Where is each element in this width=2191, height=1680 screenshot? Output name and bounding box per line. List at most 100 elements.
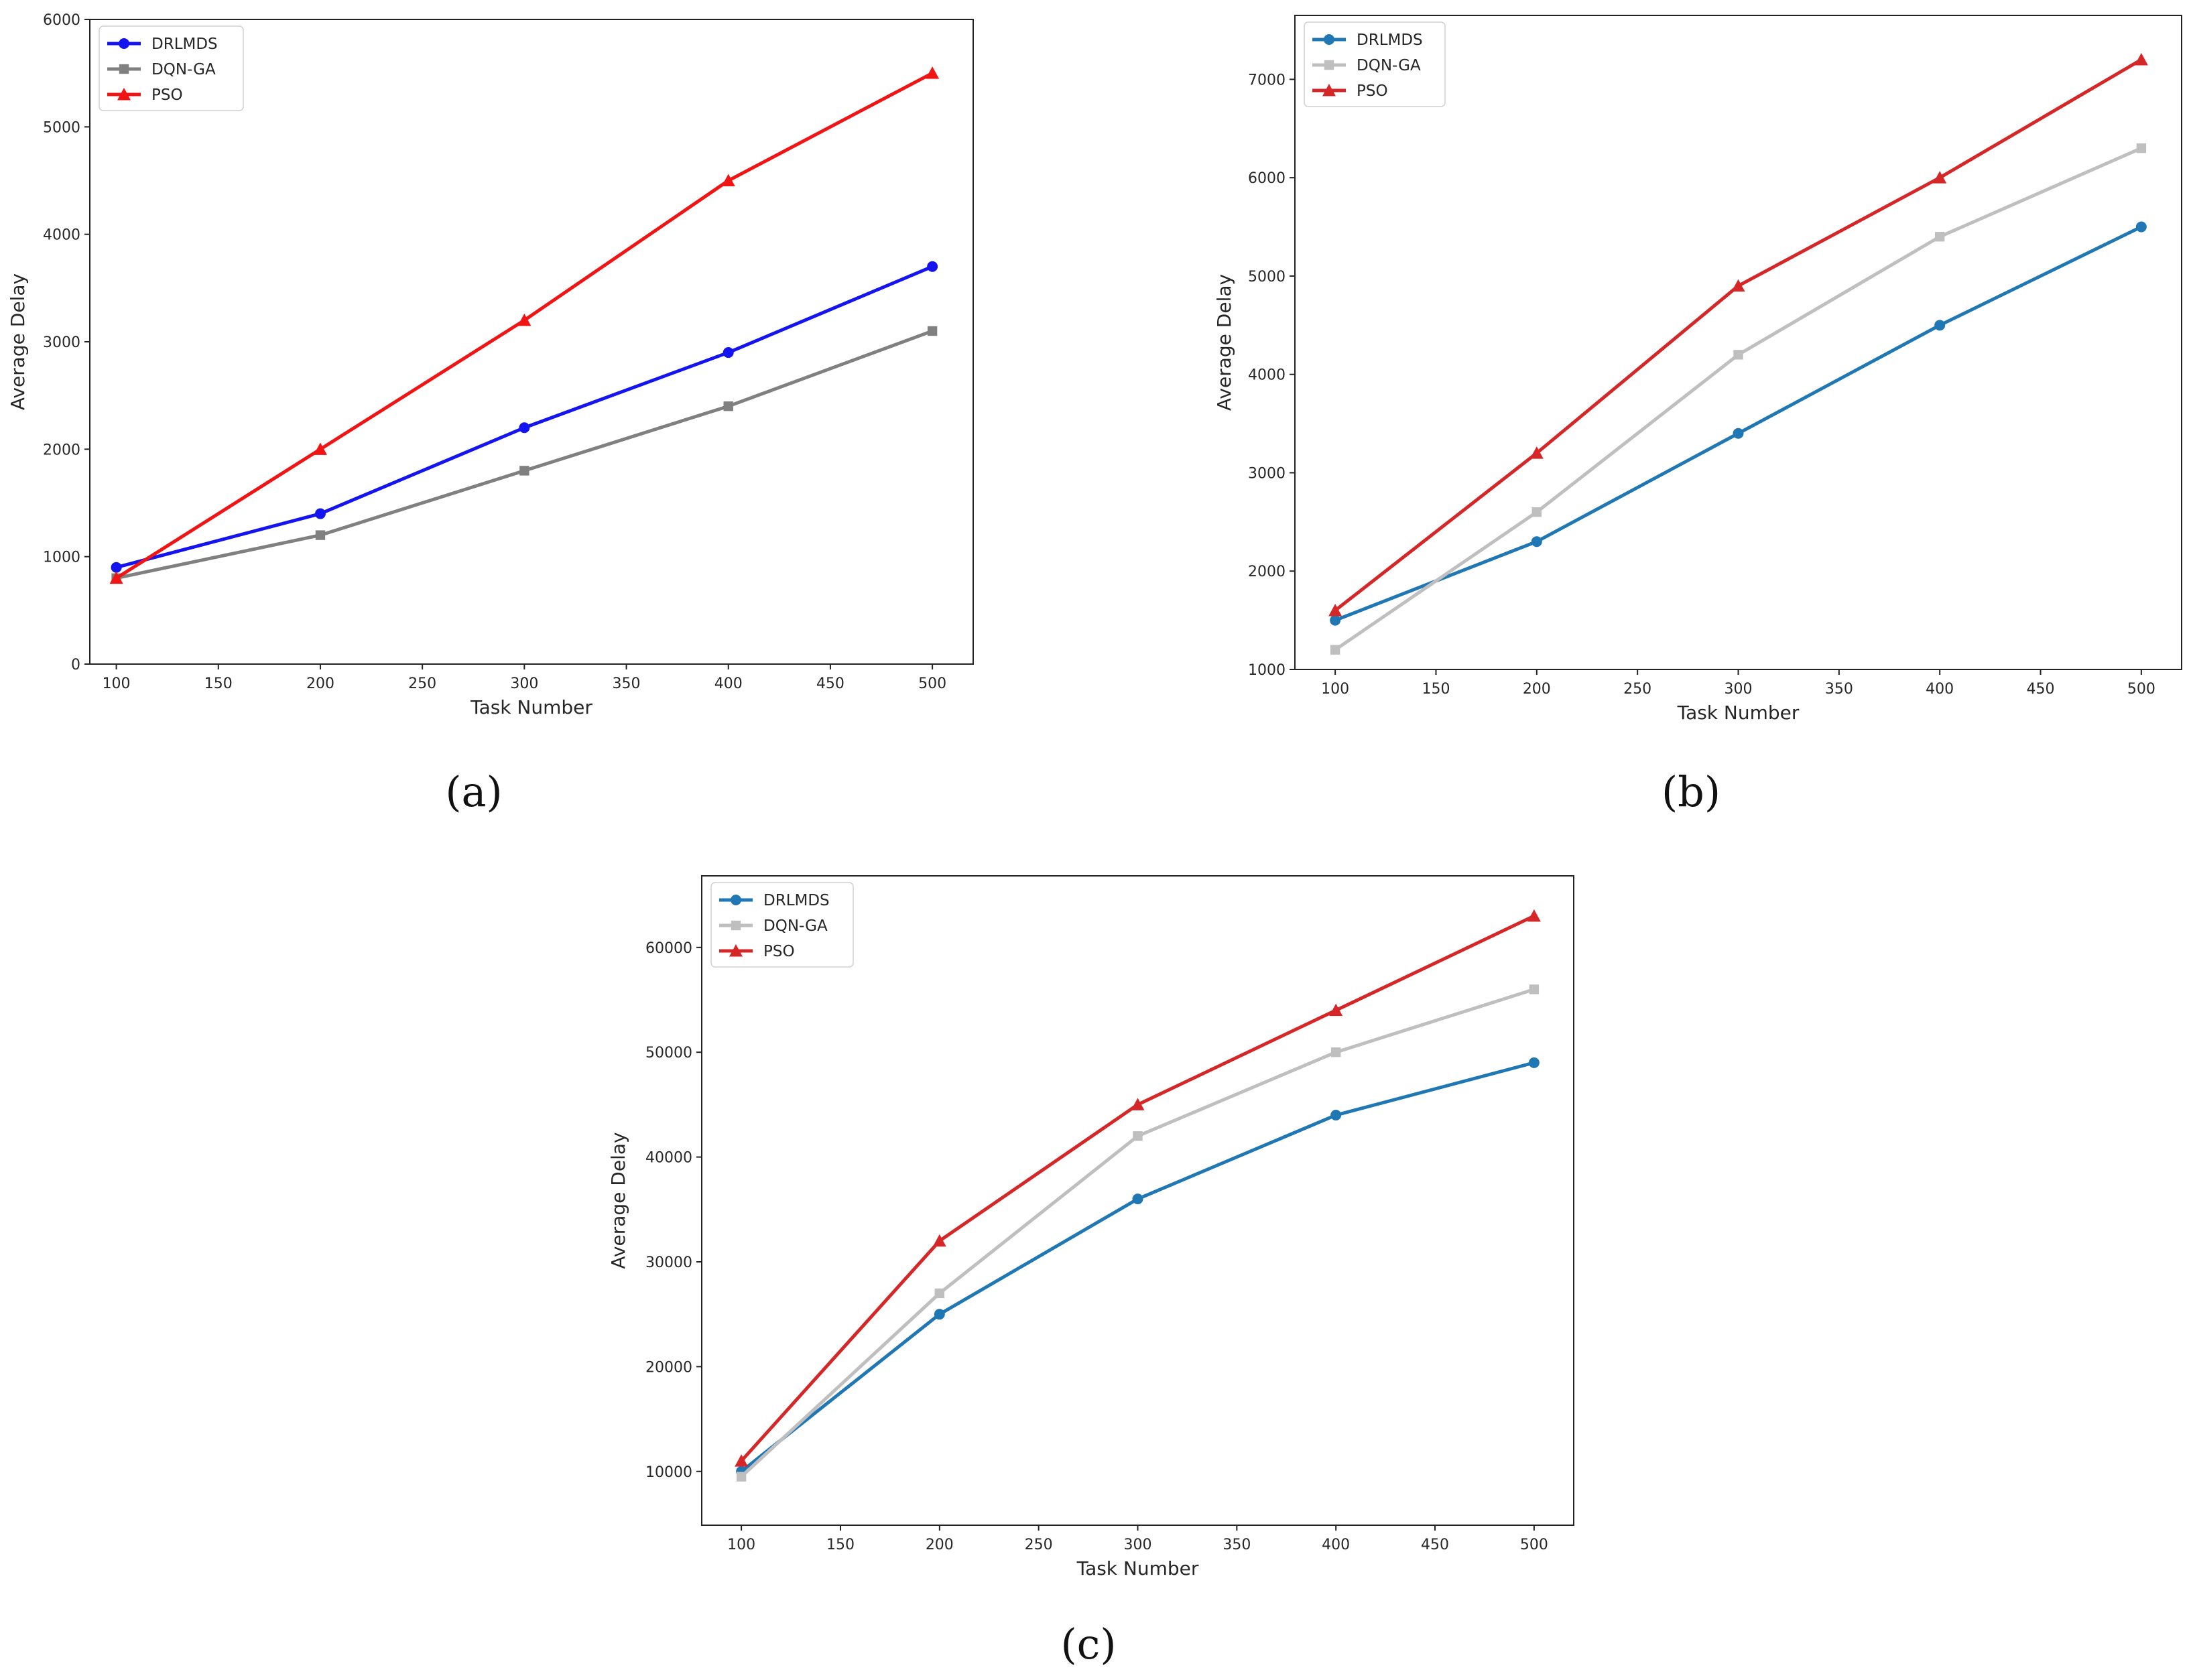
y-tick-label-a: 3000: [43, 334, 80, 351]
x-tick-label-c: 450: [1421, 1537, 1449, 1553]
data-point-drlmds-b: [1934, 320, 1946, 331]
data-point-drlmds-b: [1531, 536, 1542, 547]
x-tick-label-a: 100: [103, 675, 131, 692]
data-point-dqn-ga-b: [1934, 232, 1945, 242]
panel-label-a: (a): [445, 767, 502, 816]
data-point-dqn-ga-c: [934, 1288, 945, 1299]
x-axis-label-c: Task Number: [1076, 1557, 1199, 1579]
data-point-pso-b: [1933, 171, 1947, 184]
data-point-drlmds-a: [314, 508, 326, 519]
x-tick-label-a: 200: [306, 675, 334, 692]
data-point-dqn-ga-c: [1529, 984, 1540, 994]
y-tick-label-a: 5000: [43, 119, 80, 136]
legend-box-a: [99, 25, 244, 111]
y-tick-label-a: 6000: [43, 12, 80, 29]
legend-marker-dqn-ga-b: [1324, 60, 1334, 70]
y-axis-label-c: Average Delay: [607, 1132, 629, 1269]
y-tick-label-b: 3000: [1248, 465, 1286, 482]
x-tick-label-a: 350: [613, 675, 641, 692]
x-tick-label-c: 400: [1322, 1537, 1350, 1553]
data-point-pso-a: [926, 66, 940, 79]
y-tick-label-b: 7000: [1248, 72, 1286, 88]
data-point-drlmds-c: [1330, 1110, 1342, 1121]
legend-box-c: [710, 882, 854, 968]
data-point-drlmds-a: [723, 347, 734, 359]
x-axis-label-b: Task Number: [1677, 702, 1800, 724]
legend-marker-pso-b: [1322, 84, 1336, 96]
x-axis-label-a: Task Number: [470, 696, 592, 718]
legend-label-drlmds-a: DRLMDS: [151, 36, 218, 53]
data-point-pso-c: [1131, 1098, 1145, 1110]
legend-label-drlmds-b: DRLMDS: [1357, 31, 1423, 49]
y-tick-label-c: 30000: [645, 1254, 692, 1271]
legend-label-dqn-ga-b: DQN-GA: [1357, 57, 1421, 74]
legend-marker-drlmds-a: [119, 38, 129, 49]
data-point-pso-b: [1731, 279, 1745, 292]
panel-label-c: (c): [1060, 1620, 1116, 1669]
x-tick-label-c: 500: [1520, 1537, 1548, 1553]
data-point-pso-c: [1329, 1003, 1343, 1017]
y-tick-label-c: 10000: [645, 1464, 692, 1481]
data-point-drlmds-a: [111, 562, 122, 573]
chart-panel-a: (a) 100 150 200 250 300 350 400 450 500010002000…: [7, 12, 974, 816]
data-point-dqn-ga-c: [1330, 1047, 1341, 1057]
y-tick-label-c: 20000: [645, 1359, 692, 1376]
data-point-pso-a: [313, 442, 327, 455]
y-tick-label-a: 0: [71, 657, 80, 673]
x-tick-label-c: 350: [1223, 1537, 1251, 1553]
y-axis-label-a: Average Delay: [7, 273, 29, 410]
y-tick-label-b: 4000: [1248, 367, 1286, 384]
x-tick-label-b: 450: [2027, 681, 2055, 698]
legend-label-pso-c: PSO: [763, 943, 795, 960]
x-tick-label-b: 400: [1926, 681, 1954, 698]
x-tick-label-c: 250: [1025, 1537, 1053, 1553]
data-point-drlmds-a: [519, 422, 530, 434]
x-tick-label-c: 100: [727, 1537, 755, 1553]
x-tick-label-a: 150: [204, 675, 233, 692]
y-tick-label-b: 2000: [1248, 564, 1286, 580]
x-tick-label-b: 200: [1523, 681, 1551, 698]
data-point-drlmds-c: [1528, 1057, 1540, 1068]
data-point-drlmds-c: [1132, 1193, 1143, 1205]
data-point-pso-a: [109, 571, 123, 584]
x-tick-label-b: 100: [1321, 681, 1349, 698]
legend-label-dqn-ga-a: DQN-GA: [151, 61, 216, 78]
panel-label-b: (b): [1662, 767, 1720, 816]
legend-label-pso-b: PSO: [1357, 82, 1388, 100]
y-tick-label-b: 6000: [1248, 170, 1286, 187]
data-point-dqn-ga-b: [1733, 350, 1743, 360]
y-tick-label-b: 5000: [1248, 269, 1286, 285]
y-tick-label-c: 60000: [645, 940, 692, 957]
legend-marker-drlmds-c: [731, 895, 741, 905]
data-point-drlmds-c: [934, 1309, 945, 1320]
data-point-dqn-ga-b: [1330, 645, 1340, 655]
data-point-pso-b: [1328, 603, 1342, 617]
x-tick-label-c: 150: [826, 1537, 855, 1553]
x-tick-label-a: 400: [714, 675, 743, 692]
data-point-drlmds-b: [2135, 221, 2147, 233]
data-point-dqn-ga-a: [927, 326, 938, 336]
legend-marker-dqn-ga-a: [119, 64, 129, 74]
x-tick-label-b: 250: [1623, 681, 1651, 698]
y-tick-label-c: 40000: [645, 1150, 692, 1167]
chart-panel-b: (b) 100 150 200 250 300 350 400 450 500 1000 2000 3…: [1213, 15, 2182, 816]
legend-label-dqn-ga-c: DQN-GA: [763, 917, 828, 935]
data-point-pso-b: [1529, 446, 1544, 459]
data-point-dqn-ga-b: [2136, 143, 2147, 153]
x-tick-label-a: 300: [510, 675, 538, 692]
data-point-drlmds-b: [1733, 428, 1744, 439]
data-point-pso-c: [735, 1454, 749, 1467]
data-point-dqn-ga-c: [1133, 1131, 1143, 1141]
x-tick-label-b: 500: [2127, 681, 2155, 698]
x-tick-label-b: 300: [1725, 681, 1753, 698]
legend-marker-pso-c: [729, 944, 743, 957]
data-point-drlmds-b: [1330, 615, 1341, 626]
chart-panel-c: (c) 100 150 200 250 300 350 400 450 500 10000 2000…: [607, 875, 1574, 1669]
y-tick-label-b: 1000: [1248, 662, 1286, 679]
x-tick-label-b: 350: [1825, 681, 1853, 698]
x-tick-label-a: 450: [816, 675, 844, 692]
data-point-dqn-ga-a: [519, 466, 529, 476]
data-point-pso-a: [517, 313, 531, 326]
